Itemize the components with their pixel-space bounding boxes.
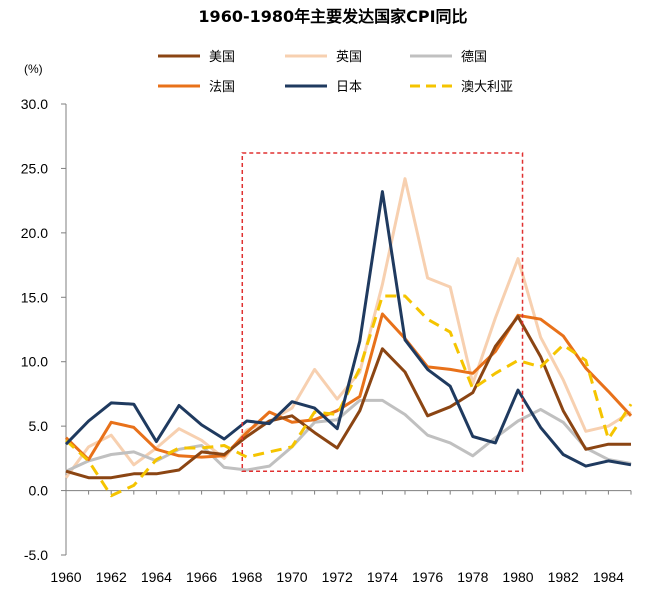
- x-tick-label: 1974: [367, 569, 398, 585]
- series-line-5: [64, 190, 632, 468]
- series-line-1: [65, 315, 631, 480]
- legend-label-2: 英国: [336, 50, 362, 65]
- highlight-box: [241, 152, 524, 472]
- x-tick-label: 1966: [186, 569, 217, 585]
- x-tick-label: 1970: [276, 569, 307, 585]
- x-tick-label: 1982: [548, 569, 579, 585]
- y-tick-label: 25.0: [21, 160, 48, 176]
- x-tick-label: 1976: [412, 569, 443, 585]
- legend-label-5: 日本: [336, 80, 362, 95]
- x-tick-label: 1980: [502, 569, 533, 585]
- x-tick-label: 1978: [457, 569, 488, 585]
- x-tick-label: 1984: [593, 569, 624, 585]
- legend-label-6: 澳大利亚: [461, 79, 513, 95]
- legend-label-4: 法国: [209, 80, 235, 95]
- x-tick-label: 1960: [50, 569, 81, 585]
- legend-label-3: 德国: [461, 50, 487, 65]
- series-line-6: [64, 294, 633, 498]
- x-tick-label: 1968: [231, 569, 262, 585]
- chart-title: 1960-1980年主要发达国家CPI同比: [198, 7, 467, 26]
- y-tick-label: 5.0: [29, 418, 49, 434]
- y-tick-label: 30.0: [21, 96, 48, 112]
- legend-label-1: 美国: [209, 50, 235, 65]
- y-tick-label: -5.0: [24, 547, 48, 563]
- y-axis-unit: (%): [24, 62, 43, 76]
- y-tick-label: 15.0: [21, 289, 48, 305]
- series-line-4: [64, 312, 633, 462]
- x-tick-label: 1964: [141, 569, 172, 585]
- x-tick-label: 1972: [322, 569, 353, 585]
- y-tick-label: 0.0: [29, 483, 49, 499]
- x-tick-label: 1962: [96, 569, 127, 585]
- y-tick-label: 10.0: [21, 354, 48, 370]
- y-tick-label: 20.0: [21, 225, 48, 241]
